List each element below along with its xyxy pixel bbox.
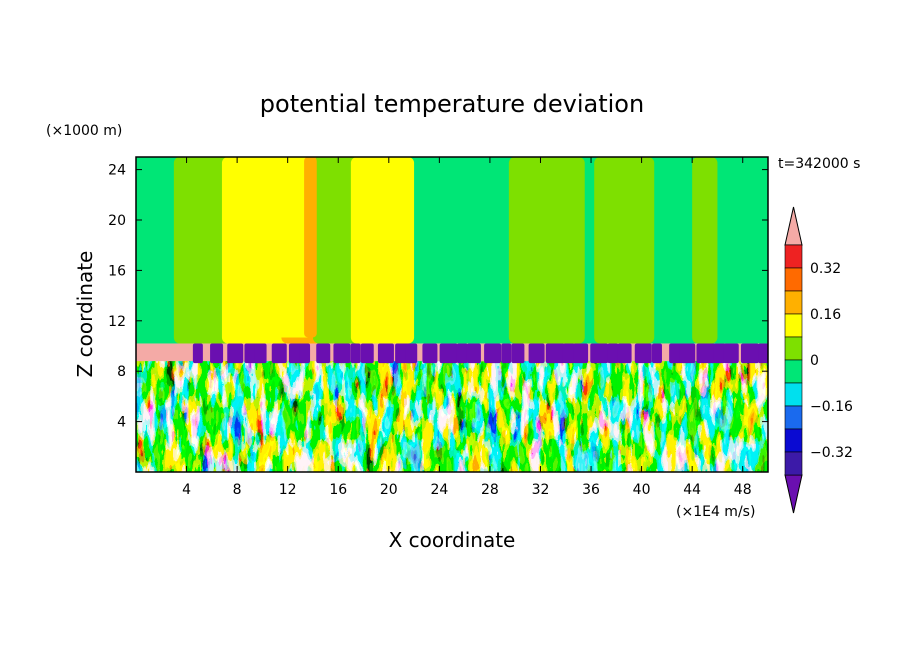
intrusion-31 [669,343,683,364]
x-tick-label-24: 24 [430,482,448,498]
y-tick-label-4: 4 [117,415,126,431]
intrusion-28 [617,343,632,364]
x-tick-label-8: 8 [233,482,242,498]
colorbar-box-6 [784,382,803,407]
x-tick-label-28: 28 [481,482,499,498]
intrusion-34 [713,343,726,364]
x-tick-label-32: 32 [532,482,550,498]
y-tick-label-20: 20 [108,213,126,229]
intrusion-5 [271,343,287,364]
colorbar-box-3 [784,313,803,338]
intrusion-15 [422,343,438,364]
y-tick-label-12: 12 [108,314,126,330]
colorbar-box-5 [784,359,803,384]
x-tick-label-40: 40 [633,482,651,498]
intrusion-27 [607,343,619,364]
y-axis-label: Z coordinate [73,251,97,378]
x-tick-label-20: 20 [380,482,398,498]
intrusion-0 [192,343,203,364]
plot-frame [135,156,769,473]
intrusion-19 [484,343,502,364]
colorbar-extend-bottom [784,474,803,514]
colorbar-box-2 [784,290,803,315]
intrusion-10 [350,343,361,364]
intrusion-17 [456,343,468,364]
intrusion-26 [590,343,609,364]
intrusion-14 [405,343,418,364]
intrusion-30 [651,343,662,364]
x-tick-label-4: 4 [182,482,191,498]
intrusion-7 [299,343,311,364]
plume-core-0 [275,157,313,338]
x-axis-label: X coordinate [389,528,516,552]
x-axis: 4 8 12 16 20 24 28 32 36 40 44 48 [182,157,752,498]
plume-10 [594,157,626,344]
intrusion-1 [210,343,224,364]
intrusion-35 [723,343,739,364]
y-tick-label-16: 16 [108,263,126,279]
intrusion-20 [501,343,512,364]
intrusion-11 [360,343,374,364]
y-tick-label-8: 8 [117,364,126,380]
intrusion-36 [740,343,759,364]
intrusion-21 [511,343,525,364]
time-label: t=342000 s [778,156,860,172]
intrusion-32 [679,343,696,364]
colorbar-tick-label-1: 0.16 [810,307,841,323]
plume-core-2 [366,157,387,338]
plume-core-3 [256,157,284,338]
colorbar-box-7 [784,405,803,430]
field-plot [136,157,768,472]
colorbar-box-8 [784,428,803,453]
intrusion-24 [562,343,575,364]
intrusion-22 [528,343,545,364]
intrusion-9 [333,343,351,364]
intrusion-18 [466,343,481,364]
colorbar-box-0 [784,244,803,269]
x-unit-label: (×1E4 m/s) [676,504,755,520]
colorbar-box-9 [784,451,803,476]
y-tick-label-24: 24 [108,163,126,179]
intrusion-12 [377,343,394,364]
intrusion-37 [758,343,768,364]
colorbar: 0.32 0.16 0 −0.16 −0.32 [784,206,853,514]
colorbar-box-4 [784,336,803,361]
x-tick-label-12: 12 [279,482,297,498]
colorbar-tick-label-3: −0.16 [810,399,853,415]
colorbar-box-1 [784,267,803,292]
plume-8 [692,157,718,344]
lower-layer [136,361,768,472]
y-unit-label: (×1000 m) [46,123,122,139]
y-axis: 4 8 12 16 20 24 [108,163,768,431]
intrusion-16 [439,343,458,364]
intrusion-4 [254,343,267,364]
intrusion-2 [227,343,244,364]
x-tick-label-36: 36 [582,482,600,498]
x-tick-label-16: 16 [329,482,347,498]
intrusion-8 [316,343,331,364]
colorbar-tick-label-2: 0 [810,353,819,369]
plume-core-1 [304,157,317,338]
x-tick-label-44: 44 [683,482,701,498]
plume-9 [173,157,200,344]
intrusion-29 [634,343,652,364]
colorbar-extend-top [784,206,803,246]
chart-title: potential temperature deviation [260,90,644,118]
x-tick-label-48: 48 [734,482,752,498]
intrusion-25 [573,343,589,364]
intrusion-23 [545,343,565,364]
plume-6 [546,157,585,344]
intrusion-33 [696,343,716,364]
colorbar-tick-label-4: −0.32 [810,445,853,461]
colorbar-tick-label-0: 0.32 [810,261,841,277]
